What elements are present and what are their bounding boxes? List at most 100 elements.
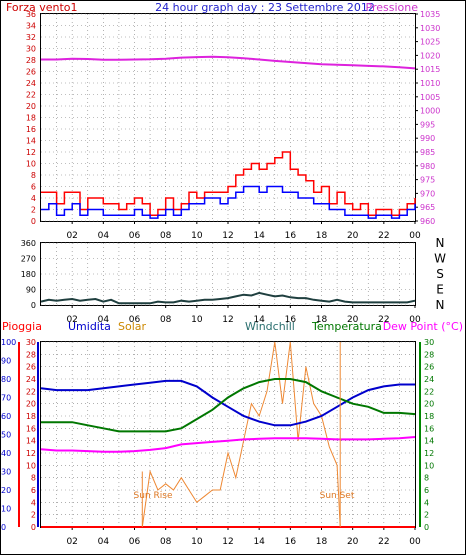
temperature-tick-label: 16 — [424, 424, 434, 433]
rain-tick-label: 28 — [26, 350, 36, 359]
pressure-tick-label: 1010 — [420, 79, 440, 88]
rain-tick-label: 14 — [26, 437, 36, 446]
x-tick-label: 08 — [160, 231, 172, 241]
x-tick-label: 04 — [98, 537, 110, 547]
direction-tick-label: 360 — [21, 239, 36, 248]
x-tick-label: 14 — [253, 537, 265, 547]
temperature-tick-label: 24 — [424, 375, 434, 384]
pressure-tick-label: 1035 — [420, 10, 440, 19]
rain-tick-label: 10 — [26, 461, 36, 470]
wind-tick-label: 22 — [26, 91, 36, 100]
temperature-tick-label: 28 — [424, 350, 434, 359]
pressure-line — [41, 55, 416, 70]
humidity-tick-label: 90 — [1, 357, 11, 366]
x-tick-label: 10 — [191, 315, 203, 325]
wind-tick-label: 2 — [31, 206, 36, 215]
humidity-tick-label: 60 — [1, 412, 11, 421]
sunrise-label: Sun Rise — [134, 491, 173, 501]
pressure-tick-label: 1015 — [420, 65, 440, 74]
legend-rain: Pioggia — [2, 320, 42, 333]
wind-tick-label: 12 — [26, 148, 36, 157]
temperature-tick-label: 10 — [424, 461, 434, 470]
x-tick-label: 14 — [253, 231, 265, 241]
x-tick-label: 18 — [316, 537, 328, 547]
temperature-tick-label: 2 — [424, 511, 429, 520]
wind-tick-label: 18 — [26, 114, 36, 123]
pressure-tick-label: 995 — [420, 120, 435, 129]
x-tick-label: 10 — [191, 537, 203, 547]
x-tick-label: 06 — [129, 537, 141, 547]
humidity-tick-label: 20 — [1, 486, 11, 495]
temperature-tick-label: 18 — [424, 412, 434, 421]
temperature-tick-label: 26 — [424, 363, 434, 372]
wind-tick-label: 6 — [31, 183, 36, 192]
x-tick-label: 02 — [66, 315, 77, 325]
pressure-tick-label: 1025 — [420, 38, 440, 47]
humidity-tick-label: 100 — [1, 338, 16, 347]
x-tick-label: 22 — [378, 315, 389, 325]
x-tick-label: 06 — [129, 231, 141, 241]
rain-tick-label: 30 — [26, 338, 36, 347]
direction-tick-label: 90 — [26, 286, 36, 295]
wind-tick-label: 10 — [26, 160, 36, 169]
x-tick-label: 22 — [378, 231, 389, 241]
temperature-tick-label: 4 — [424, 498, 429, 507]
rain-tick-label: 26 — [26, 363, 36, 372]
wind-tick-label: 30 — [26, 45, 36, 54]
x-tick-label: 14 — [253, 315, 265, 325]
pressure-tick-label: 1020 — [420, 51, 440, 60]
temperature-tick-label: 0 — [424, 523, 429, 532]
rain-tick-label: 2 — [31, 511, 36, 520]
legend-windchill: Windchill — [245, 320, 295, 333]
wind-tick-label: 32 — [26, 33, 36, 42]
x-tick-label: 12 — [222, 537, 233, 547]
rain-tick-label: 22 — [26, 387, 36, 396]
pressure-axis-title: Pressione — [366, 1, 419, 14]
x-tick-label: 10 — [191, 231, 203, 241]
humidity-tick-label: 50 — [1, 431, 11, 440]
legend-dewpoint: Dew Point (°C) — [383, 320, 463, 333]
compass-label: W — [434, 252, 446, 266]
wind-axis-title: Forza vento1 — [6, 1, 78, 14]
pressure-tick-label: 960 — [420, 217, 435, 226]
temperature-line — [41, 378, 416, 433]
rain-tick-label: 6 — [31, 486, 36, 495]
temperature-tick-label: 22 — [424, 387, 434, 396]
x-tick-label: 00 — [409, 315, 421, 325]
chart-title: 24 hour graph day : 23 Settembre 2012 — [155, 1, 375, 14]
x-tick-label: 12 — [222, 315, 233, 325]
compass-label: S — [436, 267, 444, 281]
x-tick-label: 04 — [98, 231, 110, 241]
pressure-tick-label: 980 — [420, 162, 435, 171]
x-tick-label: 16 — [285, 537, 297, 547]
humidity-tick-label: 70 — [1, 394, 11, 403]
wind-tick-label: 24 — [26, 79, 36, 88]
humidity-tick-label: 0 — [1, 523, 6, 532]
direction-tick-label: 0 — [31, 301, 36, 310]
temperature-tick-label: 20 — [424, 400, 434, 409]
wind-tick-label: 14 — [26, 137, 36, 146]
wind-tick-label: 36 — [26, 10, 36, 19]
rain-tick-label: 24 — [26, 375, 36, 384]
rain-tick-label: 18 — [26, 412, 36, 421]
humidity-tick-label: 80 — [1, 375, 11, 384]
pressure-tick-label: 1030 — [420, 24, 440, 33]
humidity-tick-label: 10 — [1, 505, 11, 514]
x-tick-label: 20 — [347, 315, 359, 325]
legend-temperature: Temperatura — [311, 320, 382, 333]
x-tick-label: 18 — [316, 315, 328, 325]
humidity-tick-label: 40 — [1, 449, 11, 458]
pressure-tick-label: 985 — [420, 148, 435, 157]
pressure-tick-label: 970 — [420, 189, 435, 198]
x-tick-label: 02 — [66, 231, 77, 241]
x-tick-label: 20 — [347, 537, 359, 547]
gust-line — [41, 185, 416, 219]
panel-wind: 0246810121416182022242628303234369609659… — [26, 10, 441, 241]
x-tick-label: 12 — [222, 231, 233, 241]
wind-tick-label: 16 — [26, 125, 36, 134]
wind-direction-line — [40, 291, 416, 305]
compass-label: N — [436, 298, 445, 312]
